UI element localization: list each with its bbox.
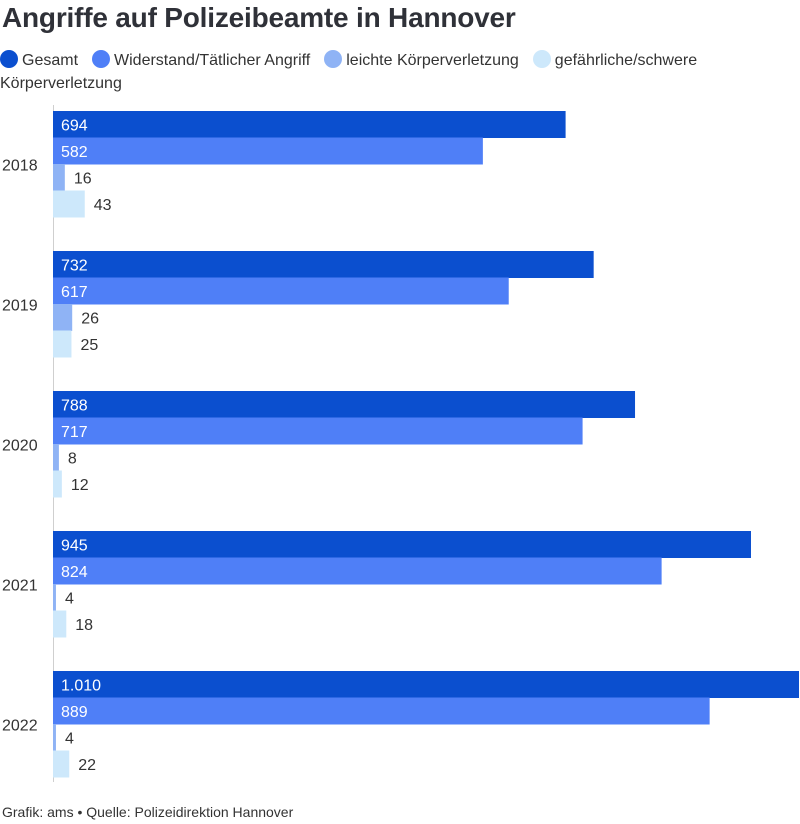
chart-title: Angriffe auf Polizeibeamte in Hannover bbox=[2, 2, 516, 33]
legend-label: Widerstand/Tätlicher Angriff bbox=[114, 52, 311, 69]
bar bbox=[53, 190, 85, 218]
bar bbox=[53, 724, 56, 751]
bar bbox=[53, 137, 483, 165]
bar bbox=[53, 697, 710, 725]
legend-swatch bbox=[532, 50, 551, 68]
data-label: 25 bbox=[80, 337, 98, 354]
data-label: 8 bbox=[68, 451, 77, 468]
legend-item: leichte Körperverletzung bbox=[324, 50, 519, 69]
data-label: 732 bbox=[61, 258, 88, 275]
category-label: 2020 bbox=[2, 437, 38, 454]
bar bbox=[53, 470, 62, 498]
bar bbox=[53, 164, 65, 191]
legend-item: gefährliche/schwere Körperverletzung bbox=[0, 50, 698, 92]
category-label: 2022 bbox=[2, 717, 38, 734]
legend-label: leichte Körperverletzung bbox=[346, 52, 519, 69]
bar bbox=[53, 750, 70, 778]
legend-label: Gesamt bbox=[22, 52, 79, 69]
data-label: 12 bbox=[71, 477, 89, 494]
data-label: 1.010 bbox=[61, 678, 101, 695]
category-label: 2019 bbox=[2, 297, 38, 314]
data-label: 22 bbox=[78, 757, 96, 774]
bar bbox=[53, 610, 67, 638]
category-label: 2021 bbox=[2, 577, 38, 594]
legend-item: Widerstand/Tätlicher Angriff bbox=[92, 50, 311, 69]
data-label: 694 bbox=[61, 118, 88, 135]
bar bbox=[53, 557, 662, 585]
source-note: Grafik: ams • Quelle: Polizeidirektion H… bbox=[2, 804, 294, 820]
data-label: 617 bbox=[61, 284, 88, 301]
chart-legend: Gesamt Widerstand/Tätlicher Angriff leicht… bbox=[0, 49, 790, 95]
data-label: 4 bbox=[65, 591, 74, 608]
bar bbox=[53, 444, 59, 471]
data-label: 18 bbox=[75, 617, 93, 634]
bar bbox=[53, 251, 594, 278]
data-label: 945 bbox=[61, 538, 88, 555]
category-label: 2018 bbox=[2, 157, 38, 174]
bar bbox=[53, 531, 751, 558]
data-label: 889 bbox=[61, 704, 88, 721]
legend-label: gefährliche/schwere Körperverletzung bbox=[0, 52, 698, 92]
bar bbox=[53, 391, 636, 418]
bar bbox=[53, 277, 509, 305]
data-label: 26 bbox=[81, 311, 99, 328]
data-label: 43 bbox=[94, 197, 112, 214]
legend-swatch bbox=[0, 50, 18, 68]
data-label: 16 bbox=[74, 171, 92, 188]
legend-swatch bbox=[324, 50, 343, 68]
bar bbox=[53, 584, 56, 611]
data-label: 717 bbox=[61, 424, 88, 441]
data-label: 824 bbox=[61, 564, 88, 581]
legend-item: Gesamt bbox=[0, 50, 79, 69]
bar bbox=[53, 671, 799, 698]
data-label: 582 bbox=[61, 144, 88, 161]
data-label: 4 bbox=[65, 731, 74, 748]
bar bbox=[53, 330, 72, 358]
bar bbox=[53, 304, 73, 331]
data-label: 788 bbox=[61, 398, 88, 415]
legend-swatch bbox=[92, 50, 111, 68]
bar bbox=[53, 111, 566, 138]
bar bbox=[53, 417, 583, 445]
